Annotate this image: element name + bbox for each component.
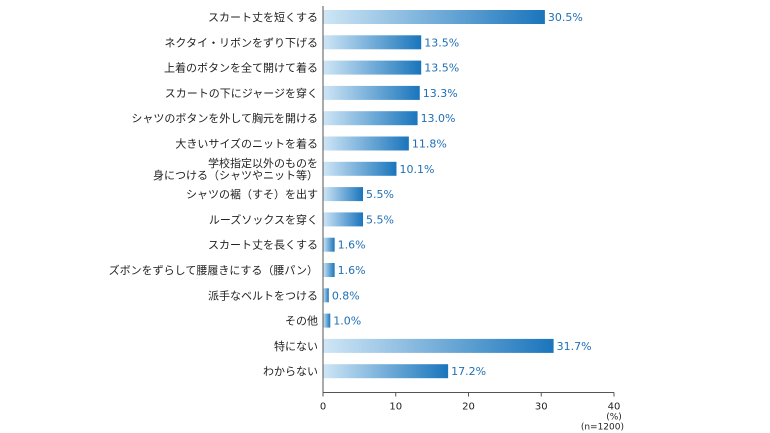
value-label: 0.8%	[332, 289, 360, 302]
category-label: 大きいサイズのニットを着る	[175, 137, 318, 151]
bar	[323, 136, 409, 151]
value-label: 1.6%	[338, 264, 366, 277]
bar	[323, 85, 420, 100]
value-label: 13.5%	[424, 62, 459, 75]
category-label: わからない	[263, 365, 318, 378]
sample-size-note: (n=1200)	[581, 423, 624, 433]
value-label: 13.0%	[421, 112, 456, 125]
category-label: ルーズソックスを穿く	[209, 212, 318, 226]
value-label: 1.0%	[333, 315, 361, 328]
bar	[323, 161, 397, 176]
category-label: 派手なベルトをつける	[208, 288, 318, 302]
category-label: シャツの裾（すそ）を出す	[186, 187, 318, 201]
axis-group: 0 10 20 30 40(%)(n=1200)	[320, 6, 624, 433]
bar	[323, 111, 418, 126]
category-label: スカート丈を短くする	[208, 10, 318, 24]
bar	[323, 338, 554, 353]
bar	[323, 10, 545, 24]
value-label: 13.5%	[424, 36, 459, 49]
bar	[323, 288, 329, 303]
bar	[323, 35, 422, 50]
bar	[323, 364, 449, 379]
category-label: 特にない	[274, 339, 318, 353]
bar	[323, 187, 364, 202]
x-tick-label: 10	[389, 402, 402, 413]
value-label: 5.5%	[366, 188, 394, 201]
value-label: 1.6%	[338, 239, 366, 252]
category-label: 上着のボタンを全て開けて着る	[164, 61, 318, 75]
value-label: 31.7%	[557, 340, 592, 353]
bars-group: 30.5% スカート丈を短くする 13.5% ネクタイ・リボンをずり下げる 13.5% 上…	[109, 10, 592, 379]
bar	[323, 212, 364, 227]
x-tick-label: 0	[320, 402, 326, 413]
value-label: 11.8%	[412, 138, 447, 151]
category-label: 学校指定以外のものを	[208, 156, 318, 170]
category-label: その他	[285, 315, 318, 328]
category-label: ネクタイ・リボンをずり下げる	[164, 36, 318, 49]
bar	[323, 237, 335, 252]
bar	[323, 313, 331, 328]
value-label: 10.1%	[399, 163, 434, 176]
value-label: 30.5%	[548, 11, 583, 24]
value-label: 13.3%	[423, 87, 458, 100]
category-label: ズボンをずらして腰履きにする（腰パン）	[109, 263, 318, 277]
x-tick-label: 20	[462, 402, 475, 413]
unit-label: (%)	[606, 413, 622, 423]
bar	[323, 263, 335, 277]
x-tick-label: 30	[535, 402, 548, 413]
value-label: 5.5%	[366, 213, 394, 226]
category-label: シャツのボタンを外して胸元を開ける	[131, 111, 318, 125]
x-tick-label: 40	[608, 402, 621, 413]
value-label: 17.2%	[451, 365, 486, 378]
category-label: 身につける（シャツやニット等）	[153, 168, 318, 182]
category-label: スカート丈を長くする	[208, 239, 318, 252]
category-label: スカートの下にジャージを穿く	[165, 86, 318, 100]
bar	[323, 60, 422, 75]
